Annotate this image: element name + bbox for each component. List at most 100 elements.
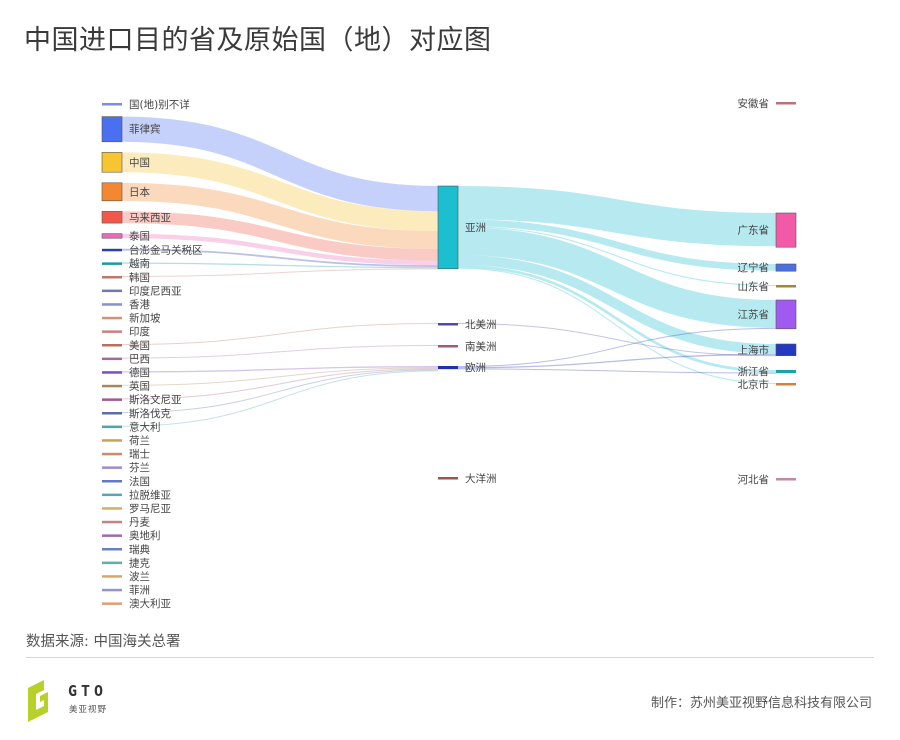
- sankey-node-origin-25[interactable]: [102, 507, 122, 510]
- sankey-label-origin-30: 波兰: [129, 570, 150, 583]
- sankey-node-province-8[interactable]: [776, 478, 796, 481]
- sankey-label-origin-22: 芬兰: [129, 461, 150, 474]
- sankey-link-cp-4: [457, 255, 777, 354]
- sankey-link-oc-13: [121, 369, 439, 413]
- sankey-labels: 国(地)别不详菲律宾中国日本马来西亚泰国台澎金马关税区越南韩国印度尼西亚香港新加…: [129, 97, 769, 610]
- sankey-node-origin-24[interactable]: [102, 493, 122, 497]
- gto-logo-icon: [28, 680, 48, 722]
- sankey-node-origin-7[interactable]: [102, 262, 122, 265]
- sankey-node-continent-3[interactable]: [438, 366, 458, 370]
- data-source: 数据来源: 中国海关总署: [26, 634, 181, 650]
- sankey-node-origin-0[interactable]: [102, 103, 122, 106]
- sankey-links: [121, 116, 777, 427]
- sankey-label-origin-7: 越南: [129, 257, 150, 270]
- sankey-label-origin-24: 拉脱维亚: [129, 488, 171, 501]
- sankey-node-origin-14[interactable]: [102, 357, 122, 361]
- sankey-node-origin-5[interactable]: [101, 233, 123, 239]
- sankey-label-origin-2: 中国: [129, 156, 150, 169]
- sankey-label-origin-9: 印度尼西亚: [129, 284, 182, 297]
- sankey-node-origin-32[interactable]: [102, 602, 122, 605]
- sankey-node-continent-2[interactable]: [438, 345, 458, 348]
- sankey-node-origin-20[interactable]: [102, 439, 122, 442]
- sankey-node-continent-0[interactable]: [437, 185, 459, 270]
- sankey-node-continent-4[interactable]: [438, 477, 458, 480]
- sankey-label-province-6: 浙江省: [738, 365, 770, 378]
- sankey-link-oc-0: [121, 116, 439, 212]
- sankey-node-origin-17[interactable]: [102, 398, 122, 401]
- sankey-node-origin-30[interactable]: [102, 575, 122, 578]
- sankey-node-origin-9[interactable]: [102, 289, 122, 293]
- sankey-node-origin-26[interactable]: [102, 520, 122, 524]
- sankey-link-cp-8: [457, 353, 777, 369]
- sankey-link-oc-14: [121, 370, 439, 427]
- sankey-link-oc-5: [121, 248, 439, 267]
- sankey-node-province-5[interactable]: [775, 343, 797, 356]
- sankey-link-cp-6: [457, 267, 777, 385]
- sankey-label-origin-32: 澳大利亚: [129, 597, 171, 610]
- sankey-node-origin-10[interactable]: [102, 303, 122, 306]
- sankey-node-province-6[interactable]: [776, 370, 796, 374]
- sankey-node-origin-3[interactable]: [101, 182, 123, 202]
- sankey-label-continent-0: 亚洲: [465, 222, 486, 234]
- sankey-node-origin-28[interactable]: [102, 548, 122, 551]
- sankey-label-origin-6: 台澎金马关税区: [129, 244, 203, 257]
- sankey-node-origin-22[interactable]: [102, 466, 122, 469]
- sankey-label-origin-16: 英国: [129, 380, 150, 393]
- sankey-node-province-7[interactable]: [776, 383, 796, 386]
- maker-credit: 制作：苏州美亚视野信息科技有限公司: [650, 696, 872, 711]
- sankey-label-continent-4: 大洋洲: [465, 472, 497, 485]
- sankey-link-oc-8: [121, 323, 439, 345]
- sankey-link-oc-1: [121, 152, 439, 231]
- sankey-node-origin-12[interactable]: [102, 330, 122, 333]
- footer-divider: [26, 657, 874, 658]
- sankey-node-province-2[interactable]: [775, 263, 797, 272]
- sankey-node-origin-29[interactable]: [102, 561, 122, 565]
- sankey-node-origin-27[interactable]: [102, 534, 122, 537]
- sankey-link-oc-11: [121, 367, 439, 386]
- sankey-label-province-5: 上海市: [738, 343, 770, 356]
- sankey-nodes: [101, 102, 797, 605]
- sankey-label-province-7: 北京市: [738, 378, 770, 391]
- sankey-label-origin-12: 印度: [129, 325, 150, 338]
- sankey-node-origin-2[interactable]: [101, 152, 123, 173]
- sankey-label-origin-11: 新加坡: [129, 312, 161, 325]
- sankey-label-continent-2: 南美洲: [465, 340, 497, 353]
- sankey-label-origin-28: 瑞典: [129, 543, 150, 556]
- sankey-node-origin-15[interactable]: [102, 371, 122, 374]
- sankey-node-province-0[interactable]: [776, 102, 796, 105]
- sankey-node-origin-6[interactable]: [102, 248, 122, 252]
- sankey-node-origin-1[interactable]: [101, 116, 123, 143]
- sankey-node-province-1[interactable]: [775, 212, 797, 248]
- sankey-node-origin-23[interactable]: [102, 480, 122, 483]
- sankey-node-origin-16[interactable]: [102, 384, 122, 388]
- sankey-node-origin-18[interactable]: [102, 412, 122, 415]
- logo-text: GTO: [68, 682, 108, 700]
- sankey-node-origin-4[interactable]: [101, 211, 123, 224]
- sankey-label-province-0: 安徽省: [738, 97, 770, 110]
- sankey-node-origin-21[interactable]: [102, 452, 122, 456]
- sankey-label-origin-31: 菲洲: [129, 585, 150, 597]
- sankey-label-origin-15: 德国: [129, 366, 150, 379]
- sankey-label-continent-1: 北美洲: [465, 318, 497, 331]
- sankey-label-origin-21: 瑞士: [129, 448, 150, 461]
- sankey-link-oc-2: [121, 182, 439, 249]
- sankey-node-origin-31[interactable]: [102, 588, 122, 592]
- sankey-label-origin-13: 美国: [129, 339, 150, 352]
- sankey-node-province-3[interactable]: [776, 285, 796, 288]
- sankey-label-province-4: 江苏省: [738, 308, 770, 321]
- sankey-node-province-4[interactable]: [775, 299, 797, 330]
- sankey-node-origin-8[interactable]: [102, 276, 122, 279]
- sankey-link-oc-7: [121, 268, 439, 277]
- sankey-link-oc-12: [121, 368, 439, 400]
- logo-subtitle: 美亚视野: [69, 705, 108, 715]
- sankey-node-origin-13[interactable]: [102, 344, 122, 347]
- sankey-node-origin-11[interactable]: [102, 316, 122, 320]
- sankey-link-cp-0: [457, 186, 777, 247]
- sankey-label-origin-8: 韩国: [129, 271, 150, 284]
- sankey-node-origin-19[interactable]: [102, 425, 122, 429]
- sankey-link-cp-1: [457, 219, 777, 271]
- sankey-label-province-8: 河北省: [738, 473, 770, 486]
- sankey-node-continent-1[interactable]: [438, 323, 458, 326]
- sankey-diagram: 国(地)别不详菲律宾中国日本马来西亚泰国台澎金马关税区越南韩国印度尼西亚香港新加…: [101, 97, 797, 610]
- sankey-link-oc-9: [121, 345, 439, 359]
